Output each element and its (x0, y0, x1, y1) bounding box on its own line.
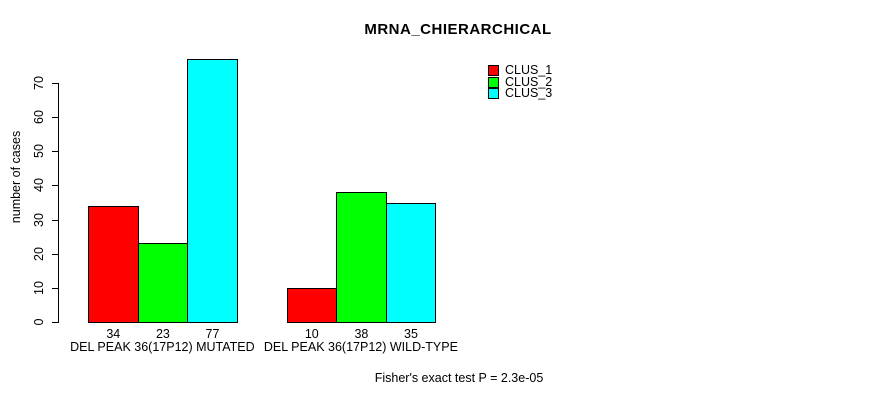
y-axis-label: number of cases (9, 130, 23, 224)
legend-swatch-icon (488, 88, 499, 100)
annotation-fisher-test: Fisher's exact test P = 2.3e-05 (374, 371, 544, 385)
y-axis-tick-label: 50 (32, 144, 46, 159)
bar-clus_3-group1 (187, 59, 238, 323)
bar-clus_1-group1 (88, 205, 139, 323)
bar-value-label: 34 (106, 327, 121, 341)
bar-value-label: 10 (304, 327, 319, 341)
y-axis-tick (52, 253, 58, 255)
y-axis-tick-label: 0 (32, 318, 46, 326)
legend-swatch-icon (488, 76, 499, 88)
legend-label: CLUS_2 (505, 74, 553, 89)
bar-clus_2-group1 (137, 243, 189, 323)
y-axis-tick-label: 70 (32, 76, 46, 90)
category-label: DEL PEAK 36(17P12) MUTATED (70, 340, 255, 354)
bar-value-label: 23 (155, 327, 170, 341)
y-axis-tick-label: 40 (32, 178, 46, 193)
y-axis-tick (52, 151, 58, 153)
y-axis-tick (52, 287, 58, 289)
bar-clus_3-group2 (385, 202, 437, 323)
y-axis-tick-label: 10 (32, 280, 46, 295)
bar-clus_2-group2 (336, 192, 387, 323)
legend-label: CLUS_1 (505, 63, 553, 77)
bar-value-label: 35 (404, 327, 418, 341)
legend-item-clus_3: CLUS_3 (488, 86, 553, 100)
bar-clus_1-group2 (286, 287, 338, 323)
bar-value-label: 77 (205, 327, 220, 341)
y-axis-tick (52, 83, 58, 84)
y-axis-tick-label: 30 (32, 212, 46, 227)
y-axis-tick (52, 185, 58, 187)
y-axis-tick (52, 117, 58, 119)
legend-label: CLUS_3 (505, 86, 553, 100)
legend-item-clus_2: CLUS_2 (488, 74, 553, 89)
legend-item-clus_1: CLUS_1 (488, 63, 553, 77)
chart-title: MRNA_CHIERARCHICAL (364, 21, 552, 38)
legend: CLUS_1 CLUS_2 CLUS_3 (488, 63, 553, 100)
y-axis-tick-label: 20 (32, 246, 46, 261)
y-axis-tick (52, 322, 58, 323)
bar-value-label: 38 (354, 327, 369, 341)
y-axis-line (58, 83, 59, 323)
legend-swatch-icon (488, 65, 499, 77)
category-label: DEL PEAK 36(17P12) WILD-TYPE (263, 340, 458, 354)
y-axis-tick-label: 60 (32, 110, 46, 125)
y-axis-tick (52, 219, 58, 221)
